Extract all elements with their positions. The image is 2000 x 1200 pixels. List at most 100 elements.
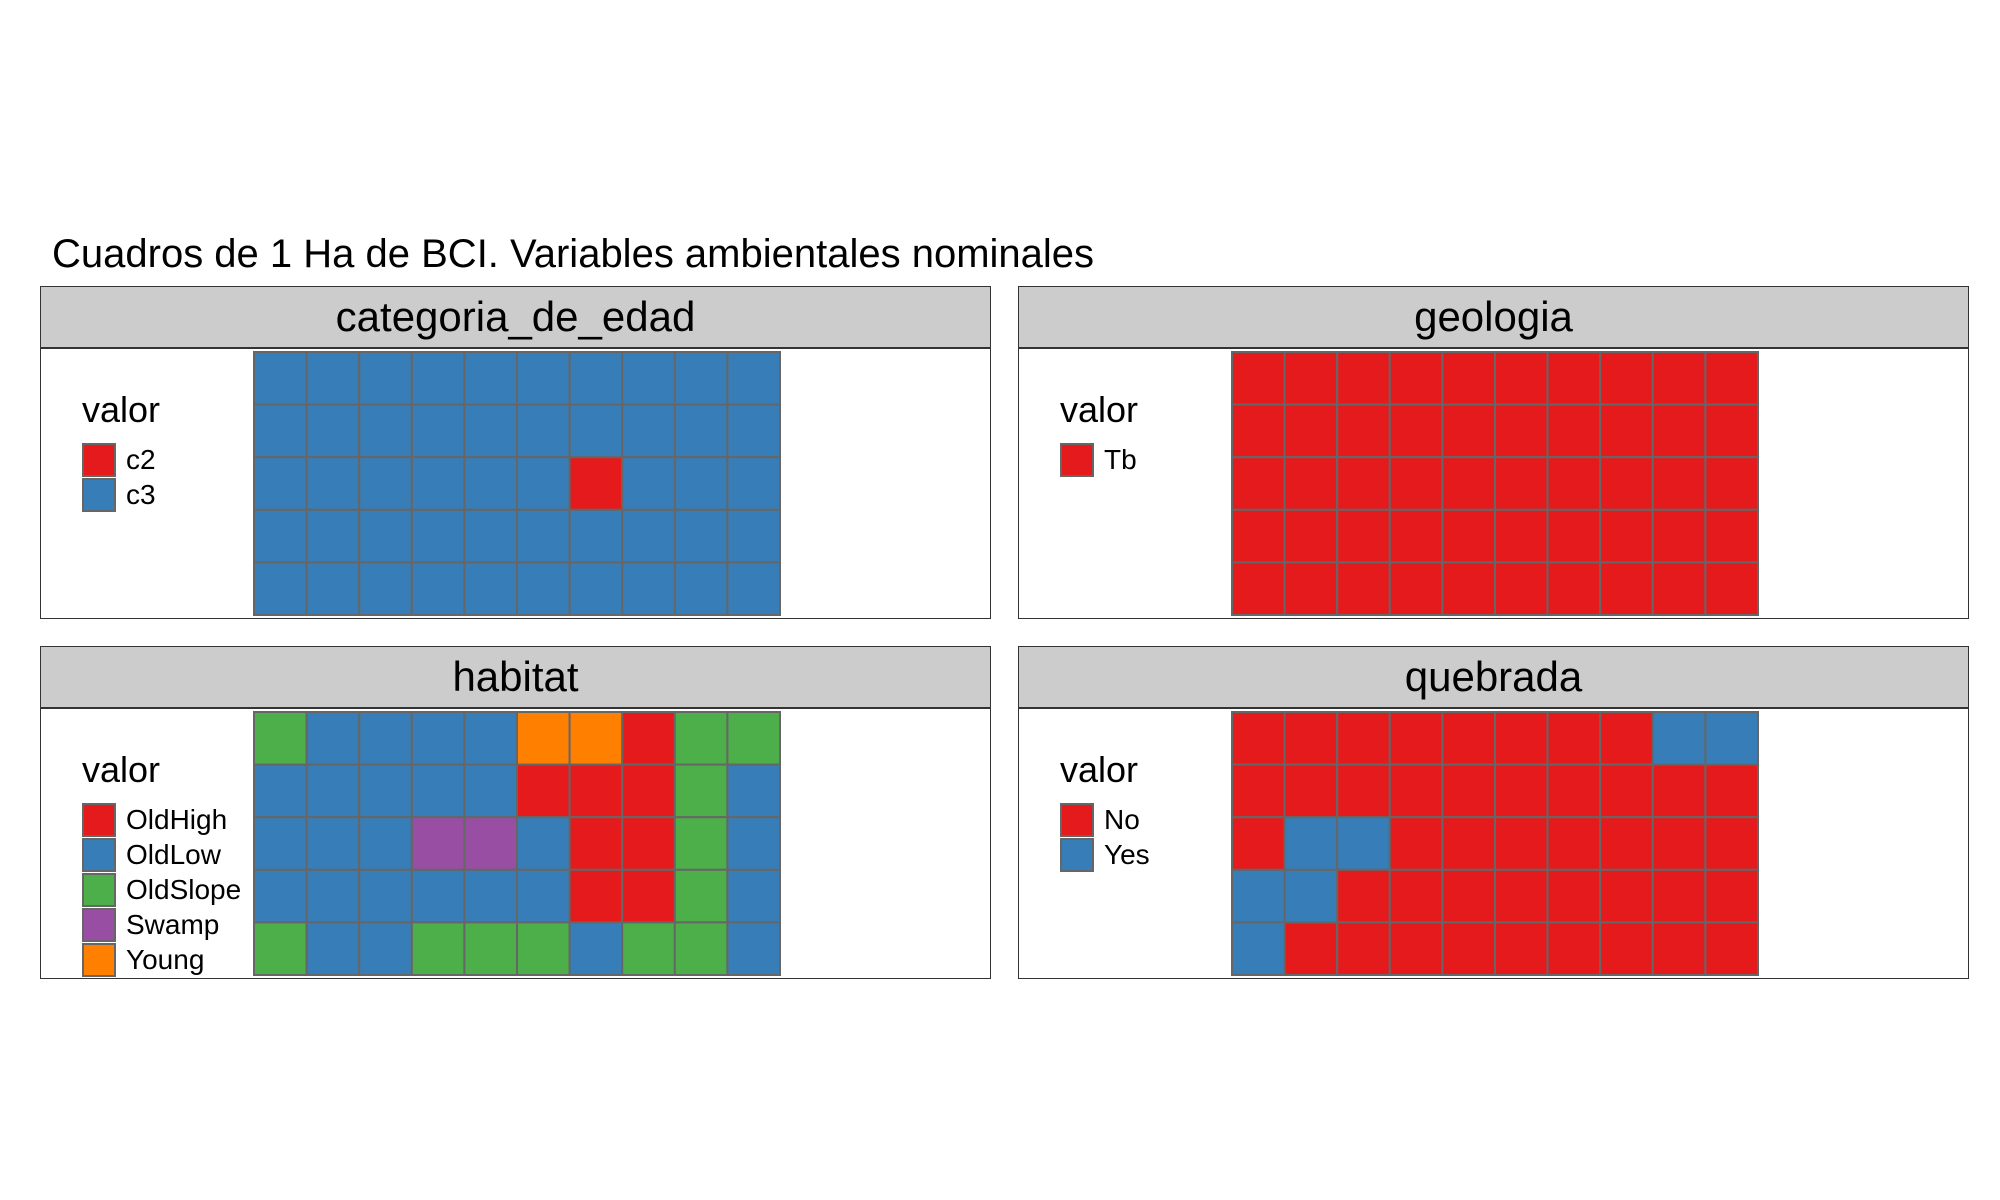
tile-c3: [410, 561, 466, 616]
tile-tb: [1231, 403, 1286, 459]
tile-tb: [1599, 456, 1654, 511]
tile-c3: [568, 351, 624, 406]
tile-c2: [568, 456, 624, 511]
tile-tb: [1441, 456, 1496, 511]
tile-tb: [1336, 561, 1391, 616]
legend-title: valor: [1060, 749, 1139, 790]
tile-no: [1441, 921, 1496, 976]
facet-panel-categoria-de-edad: categoria_de_edad valor c2 c3: [40, 286, 991, 619]
tile-tb: [1441, 561, 1496, 616]
tile-tb: [1651, 561, 1707, 616]
legend-item: Young: [82, 942, 241, 977]
tile-oldlow: [410, 763, 466, 819]
tile-tb: [1441, 351, 1496, 406]
tile-tb: [1546, 351, 1602, 406]
tile-c3: [410, 403, 466, 459]
tile-tb: [1494, 561, 1549, 616]
tile-tb: [1494, 403, 1549, 459]
tile-c3: [410, 508, 466, 564]
tile-no: [1494, 868, 1549, 924]
tile-c3: [568, 508, 624, 564]
tile-tb: [1651, 508, 1707, 564]
tile-no: [1441, 868, 1496, 924]
tile-no: [1494, 921, 1549, 976]
legend-key-c2: [82, 442, 116, 477]
tile-c3: [253, 351, 308, 406]
tile-tb: [1704, 456, 1759, 511]
tile-c3: [463, 403, 518, 459]
tile-oldlow: [726, 868, 781, 924]
tile-tb: [1283, 508, 1339, 564]
tile-no: [1388, 921, 1444, 976]
tile-yes: [1283, 816, 1339, 871]
tile-no: [1388, 711, 1444, 766]
tile-oldlow: [253, 763, 308, 819]
tile-no: [1599, 868, 1654, 924]
tile-c3: [726, 508, 781, 564]
facet-panel-habitat: habitat valor OldHigh OldLow OldSlope Sw…: [40, 646, 991, 979]
tile-oldlow: [463, 711, 518, 766]
tile-c3: [726, 561, 781, 616]
tile-tb: [1599, 403, 1654, 459]
tile-tb: [1704, 561, 1759, 616]
tile-yes: [1651, 711, 1707, 766]
tile-c3: [463, 508, 518, 564]
legend-key-yes: [1060, 837, 1094, 872]
tile-tb: [1283, 351, 1339, 406]
tile-oldlow: [358, 816, 413, 871]
tile-c3: [673, 561, 729, 616]
tile-c3: [358, 508, 413, 564]
tile-tb: [1704, 351, 1759, 406]
tile-c3: [253, 508, 308, 564]
legend-key-swamp: [82, 907, 116, 942]
tile-yes: [1336, 816, 1391, 871]
tile-swamp: [410, 816, 466, 871]
legend-label: Swamp: [126, 908, 220, 940]
legend-item: OldHigh: [82, 802, 241, 837]
tile-oldlow: [726, 763, 781, 819]
tile-c3: [463, 456, 518, 511]
tile-no: [1704, 868, 1759, 924]
tile-no: [1336, 868, 1391, 924]
tile-tb: [1494, 456, 1549, 511]
tile-tb: [1546, 561, 1602, 616]
tile-oldhigh: [568, 868, 624, 924]
legend-label: No: [1104, 803, 1140, 835]
tile-c3: [410, 456, 466, 511]
tile-tb: [1546, 508, 1602, 564]
legend-key-oldhigh: [82, 802, 116, 837]
tile-c3: [305, 456, 361, 511]
tile-grid: [1231, 711, 1759, 976]
tile-oldhigh: [516, 763, 571, 819]
tile-c3: [726, 403, 781, 459]
tile-c3: [516, 508, 571, 564]
tile-no: [1441, 763, 1496, 819]
legend-label: OldLow: [126, 838, 221, 870]
tile-oldslope: [673, 921, 729, 976]
tile-no: [1651, 921, 1707, 976]
tile-no: [1546, 816, 1602, 871]
tile-oldlow: [358, 921, 413, 976]
tile-c3: [358, 561, 413, 616]
tile-tb: [1388, 351, 1444, 406]
legend-item: OldLow: [82, 837, 241, 872]
tile-tb: [1388, 508, 1444, 564]
legend-key-c3: [82, 477, 116, 512]
tile-oldhigh: [621, 763, 676, 819]
tile-young: [516, 711, 571, 766]
tile-no: [1599, 763, 1654, 819]
tile-tb: [1231, 508, 1286, 564]
tile-oldlow: [726, 816, 781, 871]
tile-c3: [568, 403, 624, 459]
tile-oldlow: [358, 711, 413, 766]
facet-panel-body: valor OldHigh OldLow OldSlope Swamp Youn…: [40, 708, 991, 979]
tile-no: [1651, 868, 1707, 924]
legend: valor OldHigh OldLow OldSlope Swamp Youn…: [82, 749, 241, 977]
legend-title: valor: [82, 389, 161, 430]
tile-tb: [1336, 403, 1391, 459]
legend-key-oldlow: [82, 837, 116, 872]
tile-no: [1231, 816, 1286, 871]
tile-no: [1388, 816, 1444, 871]
tile-oldslope: [253, 711, 308, 766]
tile-no: [1494, 763, 1549, 819]
